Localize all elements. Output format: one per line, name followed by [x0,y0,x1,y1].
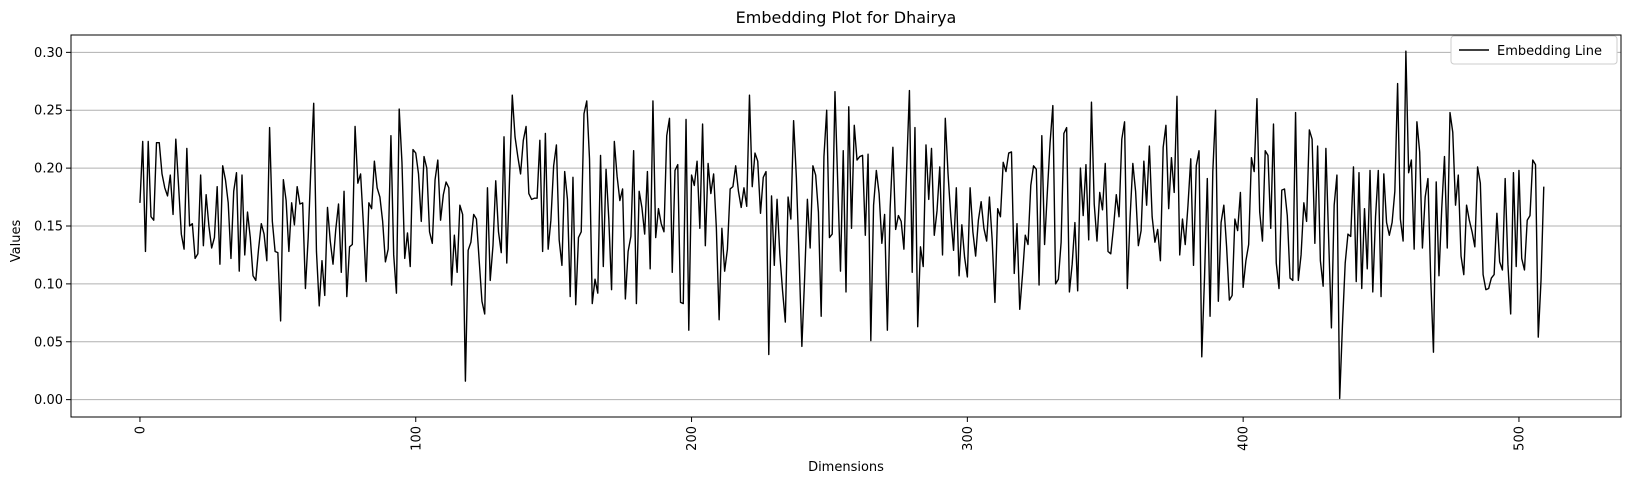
x-tick-label: 100 [409,426,424,451]
legend-label: Embedding Line [1497,44,1602,59]
y-axis-label: Values [9,220,24,263]
y-axis: 0.00 0.05 0.10 0.15 0.20 0.25 0.30 [34,46,71,408]
y-tick-label: 0.20 [34,162,63,177]
y-tick-label: 0.10 [34,277,63,292]
legend: Embedding Line [1450,35,1618,65]
x-tick-label: 400 [1237,426,1252,451]
legend-box [1450,35,1618,65]
y-tick-label: 0.30 [34,46,63,61]
x-axis-label: Dimensions [808,460,884,475]
series-line-embedding [139,50,1545,400]
x-tick-label: 0 [133,426,148,434]
y-tick-label: 0.00 [34,393,63,408]
x-axis: 0 100 200 300 400 500 [133,417,1527,451]
y-tick-label: 0.25 [34,104,63,119]
x-tick-label: 300 [961,426,976,451]
y-tick-label: 0.15 [34,220,63,235]
y-tick-label: 0.05 [34,335,63,350]
x-tick-label: 200 [685,426,700,451]
chart-title: Embedding Plot for Dhairya [736,8,957,27]
x-tick-label: 500 [1512,426,1527,451]
